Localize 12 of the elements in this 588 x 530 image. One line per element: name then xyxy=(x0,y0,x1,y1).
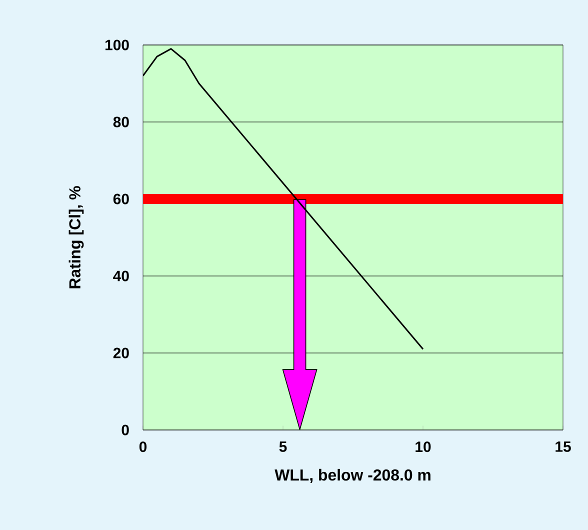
x-tick-label: 0 xyxy=(139,442,147,452)
y-tick-label: 40 xyxy=(113,270,129,282)
y-tick-label: 60 xyxy=(113,194,129,204)
y-tick-label: 100 xyxy=(105,40,129,50)
x-tick-label: 10 xyxy=(416,442,431,452)
y-tick-label: 0 xyxy=(122,424,129,436)
y-axis-title: Rating [Cl], % xyxy=(68,186,84,288)
x-tick-label: 5 xyxy=(279,442,287,452)
x-tick-label: 15 xyxy=(556,442,571,452)
x-axis-title: WLL, below -208.0 m xyxy=(274,468,430,483)
y-tick-label: 20 xyxy=(113,348,129,358)
y-tick-label: 80 xyxy=(113,116,129,128)
